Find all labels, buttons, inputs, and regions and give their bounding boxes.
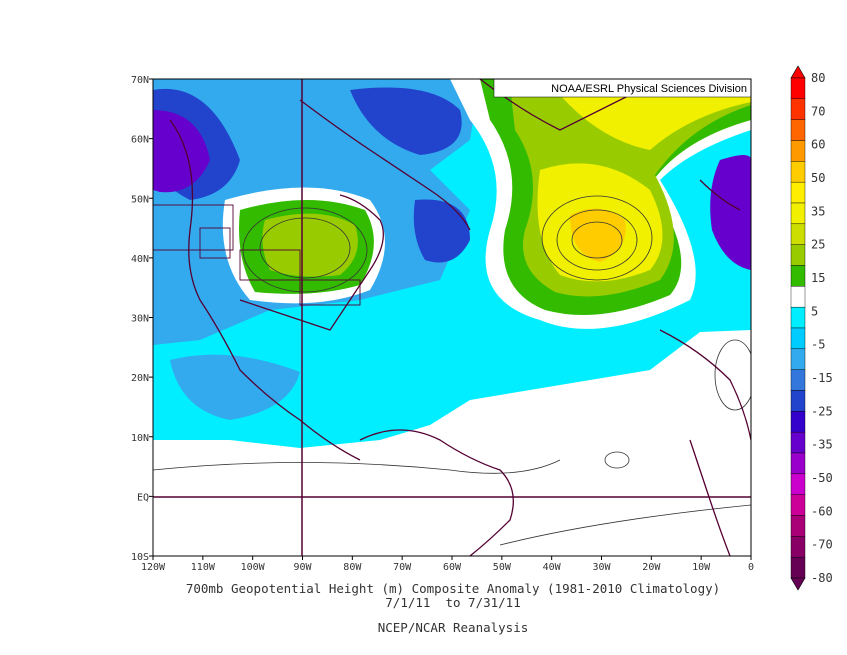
longitude-tick-label: 10W (692, 562, 711, 573)
colorbar-label: 15 (811, 271, 825, 285)
colorbar-label: -25 (811, 404, 833, 418)
credit-box (493, 79, 751, 98)
colorbar: 80 70 60 50 35 25 15 5 -5 -15 -25 -35 -50 -60 -70 -80 (790, 65, 833, 591)
longitude-tick-label: 20W (642, 562, 661, 573)
colorbar-swatch (790, 327, 806, 350)
colorbar-label: -5 (811, 338, 825, 352)
longitude-tick-label: 30W (592, 562, 611, 573)
credit-text: NOAA/ESRL Physical Sciences Division (551, 83, 747, 95)
colorbar-label: 5 (811, 304, 818, 318)
colorbar-swatch (790, 77, 806, 100)
latitude-tick-label: 50N (131, 194, 149, 205)
caption-title: 700mb Geopotential Height (m) Composite … (186, 581, 720, 596)
longitude-tick-label: 0 (748, 562, 754, 573)
colorbar-swatch (790, 223, 806, 245)
colorbar-bottom-arrow (790, 577, 806, 591)
latitude-tick-label: 40N (131, 254, 149, 265)
colorbar-label: -60 (811, 504, 833, 518)
colorbar-swatch (790, 494, 806, 516)
longitude-axis: 120W 110W 100W 90W 80W 70W 60W 50W 40W 30W 20W 10W 0 (141, 556, 754, 573)
anomaly-region-negative-dark-atl (413, 199, 470, 263)
colorbar-swatch (790, 348, 806, 370)
contour-lines (153, 195, 751, 546)
latitude-tick-label: 60N (131, 135, 149, 146)
anomaly-core-purple-east (710, 155, 751, 270)
colorbar-label: -80 (811, 571, 833, 585)
colorbar-label: 80 (811, 71, 825, 85)
colorbar-swatch (790, 98, 806, 120)
anomaly-region-negative-medium-south (170, 354, 300, 420)
political-boundaries (153, 204, 361, 306)
longitude-tick-label: 120W (141, 562, 166, 573)
anomaly-core-gold (570, 208, 626, 262)
latitude-tick-label: EQ (137, 492, 149, 503)
colorbar-label: 70 (811, 104, 825, 118)
longitude-tick-label: 90W (293, 562, 312, 573)
colorbar-swatch (790, 536, 806, 558)
colorbar-swatch (790, 119, 806, 141)
latitude-axis: 70N 60N 50N 40N 30N 20N 10N EQ 10S (131, 75, 153, 563)
anomaly-core-purple-west (153, 110, 210, 193)
colorbar-label: 50 (811, 171, 825, 185)
longitude-tick-label: 70W (393, 562, 412, 573)
colorbar-top-arrow (790, 65, 806, 79)
colorbar-swatch (790, 161, 806, 183)
anomaly-region-positive-lightgreen (262, 213, 358, 277)
colorbar-label: 60 (811, 138, 825, 152)
colorbar-swatch (790, 431, 806, 454)
colorbar-label: 25 (811, 238, 825, 252)
colorbar-label: -70 (811, 538, 833, 552)
latitude-tick-label: 20N (131, 373, 149, 384)
colorbar-swatch (790, 202, 806, 225)
colorbar-label: -35 (811, 438, 833, 452)
caption-dates: 7/1/11 to 7/31/11 (385, 595, 520, 610)
colorbar-label: -50 (811, 471, 833, 485)
latitude-tick-label: 10S (131, 552, 149, 563)
colorbar-swatch (790, 452, 806, 475)
longitude-tick-label: 80W (343, 562, 362, 573)
latitude-tick-label: 30N (131, 314, 149, 325)
anomaly-region-negative-dark-ne (350, 87, 462, 155)
colorbar-swatch (790, 265, 806, 287)
colorbar-label: 35 (811, 204, 825, 218)
colorbar-swatch (790, 306, 806, 329)
colorbar-label: -15 (811, 371, 833, 385)
colorbar-swatch (790, 390, 806, 412)
longitude-tick-label: 40W (543, 562, 562, 573)
caption-source: NCEP/NCAR Reanalysis (378, 620, 529, 635)
latitude-tick-label: 10N (131, 433, 149, 444)
longitude-tick-label: 100W (241, 562, 266, 573)
colorbar-swatch (790, 515, 806, 537)
colorbar-swatch (790, 140, 806, 162)
longitude-tick-label: 50W (493, 562, 512, 573)
colorbar-swatch (790, 369, 806, 391)
colorbar-swatch (790, 556, 806, 579)
colorbar-swatch (790, 411, 806, 433)
map-panel: NOAA/ESRL Physical Sciences Division (153, 79, 751, 556)
latitude-tick-label: 70N (131, 75, 149, 86)
colorbar-swatch (790, 181, 806, 204)
colorbar-swatch (790, 244, 806, 266)
longitude-tick-label: 60W (443, 562, 462, 573)
colorbar-swatch (790, 473, 806, 495)
colorbar-swatch (790, 286, 806, 308)
longitude-tick-label: 110W (191, 562, 216, 573)
